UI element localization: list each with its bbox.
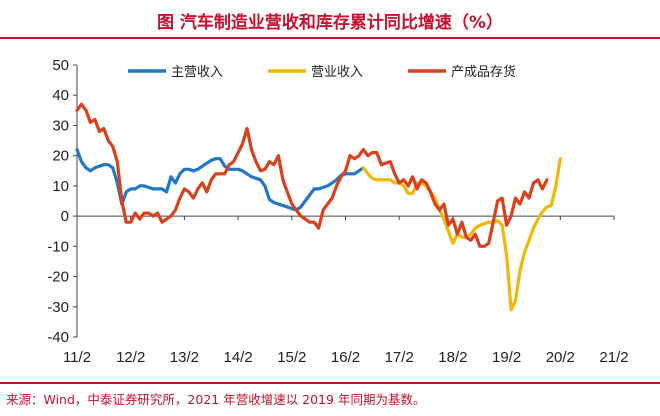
source-rule (0, 382, 660, 384)
x-tick-label: 20/2 (546, 349, 575, 366)
line-chart: -40 -30 -20 -10 0 10 20 30 40 50 11/2 12/2 13/2 14/2 1… (47, 57, 628, 366)
series-line-3 (75, 102, 549, 248)
axes: -40 -30 -20 -10 0 10 20 30 40 50 11/2 12/2 13/2 14/2 1… (47, 57, 628, 366)
x-tick-label: 14/2 (223, 349, 252, 366)
x-tick-label: 17/2 (385, 349, 414, 366)
y-tick-label: -30 (47, 299, 69, 316)
legend: 主营收入 营业收入 产成品存货 (128, 64, 516, 80)
x-tick-label: 15/2 (277, 349, 306, 366)
y-tick-label: 20 (52, 148, 69, 165)
x-tick-label: 21/2 (599, 349, 628, 366)
y-tick-label: 50 (52, 57, 69, 74)
series-line-1 (75, 148, 365, 212)
y-tick-label: 40 (52, 87, 69, 104)
series-layer (75, 102, 562, 312)
x-tick-label: 19/2 (492, 349, 521, 366)
y-tick-label: 30 (52, 117, 69, 134)
x-tick-label: 16/2 (331, 349, 360, 366)
x-tick-label: 18/2 (438, 349, 467, 366)
x-tick-label: 12/2 (116, 349, 145, 366)
y-tick-label: -20 (47, 269, 69, 286)
series-line-2 (361, 157, 562, 312)
source-note: 来源：Wind，中泰证券研究所，2021 年营收增速以 2019 年同期为基数。 (6, 392, 426, 407)
x-tick-label: 13/2 (170, 349, 199, 366)
y-tick-label: 0 (61, 208, 69, 225)
title-rule (0, 37, 660, 39)
chart-title: 图 汽车制造业营收和库存累计同比增速（%） (157, 13, 503, 33)
legend-label: 主营收入 (171, 65, 223, 80)
legend-label: 产成品存货 (451, 64, 516, 80)
y-tick-label: 10 (52, 178, 69, 195)
y-tick-label: -40 (47, 329, 69, 346)
x-tick-label: 11/2 (63, 349, 91, 366)
y-tick-label: -10 (47, 238, 69, 255)
legend-label: 营业收入 (311, 65, 363, 80)
